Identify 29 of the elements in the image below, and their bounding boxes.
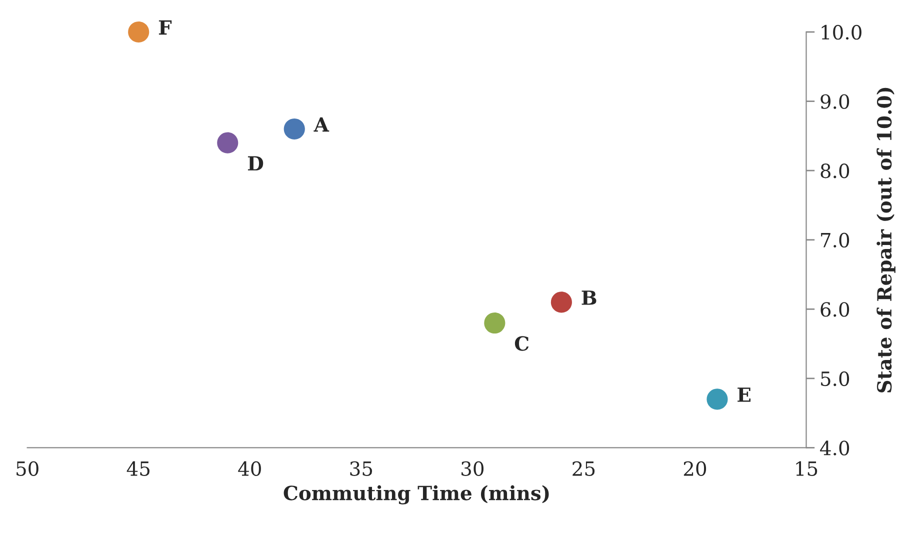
series-label: E	[738, 388, 750, 402]
point	[550, 292, 572, 313]
y-tick-label: 4.0	[820, 440, 850, 456]
y-tick-label: 7.0	[821, 232, 850, 248]
x-tick-label: 25	[572, 461, 595, 476]
series-label: A	[314, 117, 330, 132]
series-label: D	[248, 156, 264, 170]
point	[484, 312, 506, 334]
y-tick-label: 10.0	[822, 24, 862, 40]
y-axis-title: State of Repair (out of 10.0)	[876, 88, 896, 392]
series-label: C	[514, 336, 529, 351]
x-tick-label: 30	[462, 461, 484, 476]
x-tick-label: 45	[126, 461, 150, 476]
x-tick-label: 20	[684, 461, 706, 476]
x-tick-label: 35	[350, 461, 372, 476]
y-tick-label: 5.0	[821, 371, 850, 386]
point	[128, 21, 150, 43]
y-tick-label: 9.0	[820, 94, 850, 109]
x-tick-label: 40	[238, 461, 261, 476]
x-tick-label: 50	[16, 461, 38, 476]
y-tick-label: 6.0	[820, 302, 850, 317]
y-tick-label: 8.0	[820, 164, 850, 178]
x-tick-label: 15	[796, 461, 818, 476]
point	[284, 118, 305, 140]
series-label: F	[158, 20, 172, 35]
x-axis-title: Commuting Time (mins)	[284, 485, 549, 504]
point	[706, 388, 728, 410]
point	[217, 132, 238, 154]
series-label: B	[582, 290, 596, 305]
